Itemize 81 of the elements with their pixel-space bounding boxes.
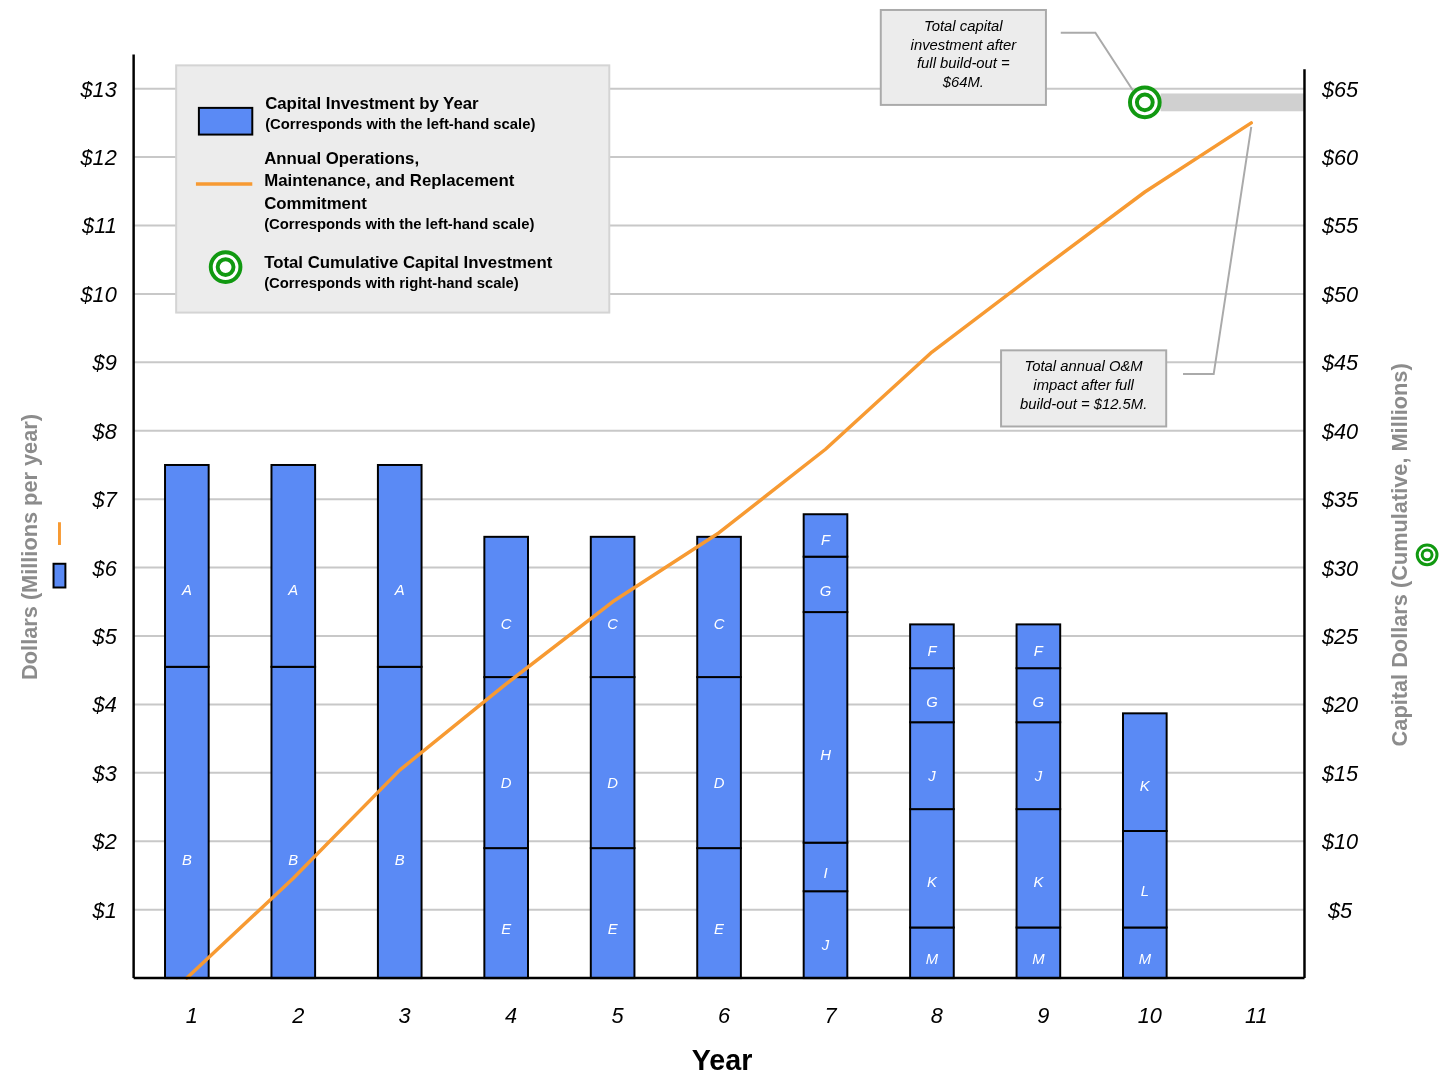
- y-tick-label: $2: [91, 829, 117, 855]
- y-tick-label: $13: [79, 76, 117, 102]
- x-tick-label: 1: [185, 1002, 198, 1028]
- series-label: L: [1140, 882, 1149, 899]
- y-tick-label: $6: [91, 555, 118, 581]
- series-label: J: [820, 937, 830, 954]
- y-tick-label: $8: [91, 418, 117, 444]
- text: K: [1033, 874, 1044, 891]
- y-tick-label: $3: [91, 760, 117, 786]
- text: J: [928, 768, 936, 785]
- y2-tick-label: $55: [1320, 213, 1360, 239]
- text: M: [1032, 950, 1045, 967]
- y2-axis-title: Capital Dollars (Cumulative, Millions): [1387, 363, 1413, 747]
- y2-tick-label: $15: [1320, 760, 1360, 786]
- annotation: Total capital investment after full build-out = $64M.: [910, 17, 1018, 91]
- y2-tick-label: $60: [1320, 145, 1359, 171]
- text: G: [819, 582, 832, 599]
- annotation: (Corresponds with the left-hand scale): [264, 216, 535, 233]
- x-tick-label: 10: [1137, 1002, 1162, 1028]
- y-tick-label: $10: [79, 281, 117, 307]
- x-tick-label: 8: [930, 1002, 943, 1028]
- y-tick-label: $11: [81, 213, 117, 239]
- text: K: [1139, 778, 1150, 795]
- annotation: Capital Investment by Year: [265, 93, 480, 113]
- text: D: [713, 775, 725, 792]
- series-label: K: [926, 874, 938, 891]
- text: M: [1138, 950, 1151, 967]
- text: A: [394, 582, 405, 599]
- y-tick-label: $9: [91, 350, 117, 376]
- annotation: (Corresponds with the left-hand scale): [265, 115, 536, 132]
- text: G: [1032, 693, 1045, 710]
- y-tick-label: $1: [91, 897, 117, 923]
- text: B: [181, 851, 192, 868]
- y-axis-title: Dollars (Millions per year): [16, 413, 42, 680]
- y-tick-label: $5: [91, 623, 118, 649]
- annotation: (Corresponds with right-hand scale): [264, 274, 519, 291]
- series-label: I: [823, 864, 828, 881]
- text: J: [1034, 768, 1043, 785]
- y2-tick-label: $45: [1320, 350, 1360, 376]
- series-label: B: [288, 851, 299, 868]
- text: F: [927, 643, 937, 660]
- x-tick-label: 3: [398, 1002, 411, 1028]
- text: C: [500, 615, 512, 632]
- y2-tick-label: $5: [1326, 897, 1354, 923]
- y-tick-label: $4: [91, 692, 117, 718]
- series-label: E: [501, 920, 513, 937]
- text: B: [394, 851, 405, 868]
- y2-tick-label: $20: [1320, 692, 1359, 718]
- y-tick-label: $12: [79, 145, 117, 171]
- annotation: Total annual O&M impact after full build-out = $12.5M.: [1019, 358, 1148, 412]
- x-tick-label: 11: [1244, 1002, 1268, 1028]
- y2-tick-label: $65: [1320, 76, 1360, 102]
- y2-tick-label: $50: [1320, 281, 1359, 307]
- legend-label: Total Cumulative Capital Investment: [264, 253, 553, 273]
- x-tick-label: 6: [717, 1002, 731, 1028]
- x-tick-label: 2: [291, 1002, 305, 1028]
- x-tick-label: 4: [505, 1002, 518, 1028]
- series-label: G: [926, 693, 938, 710]
- series-label: H: [820, 746, 832, 763]
- text: D: [500, 775, 512, 792]
- y2-tick-label: $25: [1320, 623, 1360, 649]
- series-label: C: [607, 615, 619, 632]
- y2-tick-label: $30: [1320, 555, 1359, 581]
- x-tick-label: 7: [824, 1002, 838, 1028]
- text: F: [1033, 643, 1043, 660]
- y2-tick-label: $35: [1320, 487, 1360, 513]
- text: C: [713, 615, 725, 632]
- series-label: M: [925, 950, 939, 967]
- legend-label: Annual Operations, Maintenance, and Replacement Commitment: [264, 149, 515, 213]
- text: E: [607, 920, 618, 937]
- text: E: [714, 920, 724, 937]
- series-label: D: [607, 775, 619, 792]
- x-tick-label: 9: [1037, 1002, 1050, 1028]
- x-axis-title: Year: [691, 1044, 753, 1077]
- y2-tick-label: $10: [1320, 829, 1359, 855]
- series-label: A: [287, 582, 299, 599]
- text: A: [181, 582, 192, 599]
- x-tick-label: 5: [611, 1002, 625, 1028]
- y2-tick-label: $40: [1320, 418, 1359, 444]
- series-label: F: [820, 532, 831, 549]
- y-tick-label: $7: [91, 487, 118, 513]
